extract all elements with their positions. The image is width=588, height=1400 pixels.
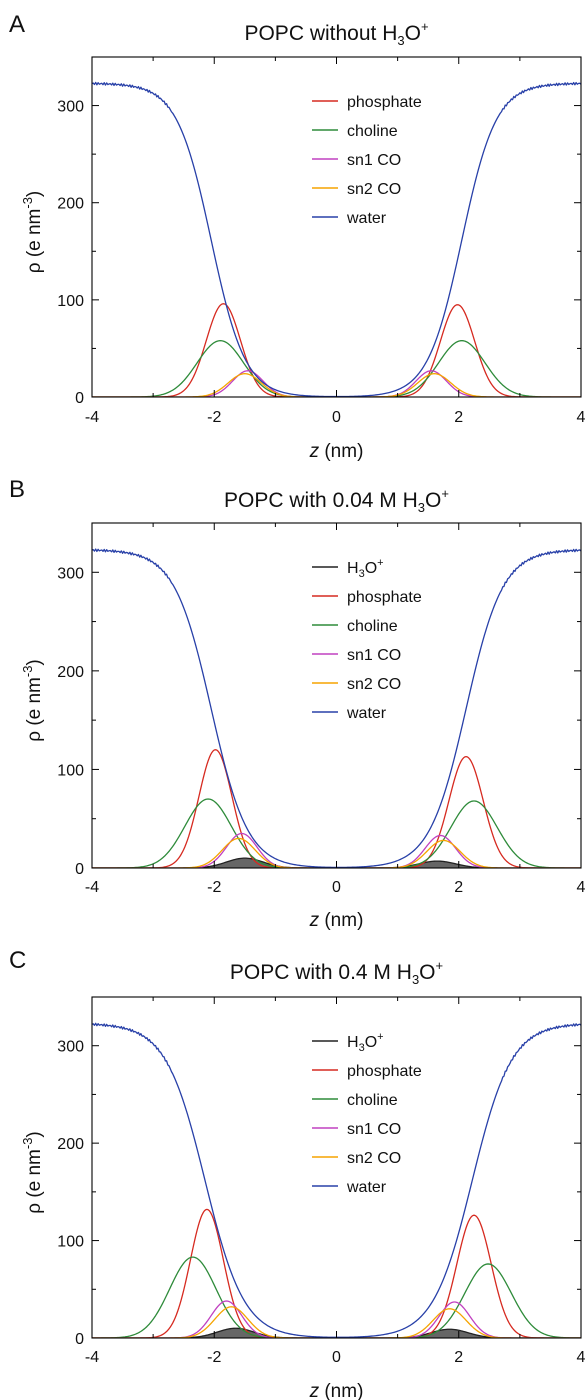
legend-label-phosphate: phosphate [347, 1063, 422, 1080]
y-tick-label: 100 [57, 762, 84, 779]
y-tick-label: 0 [75, 1331, 84, 1348]
series-line-choline [92, 340, 581, 397]
chart-title: POPC with 0.4 M H3O+ [230, 958, 443, 987]
legend-label-sn1: sn1 CO [347, 1121, 401, 1138]
y-axis-label: ρ (e nm-3) [20, 1131, 45, 1214]
x-tick-label: 0 [332, 409, 341, 426]
x-tick-label: 2 [454, 879, 463, 896]
series-line-water [92, 548, 581, 868]
legend: phosphate choline sn1 CO sn2 CO water [312, 94, 422, 227]
legend-label-sn2: sn2 CO [347, 181, 401, 198]
x-tick-label: 2 [454, 409, 463, 426]
y-tick-label: 200 [57, 664, 84, 681]
x-tick-label: -2 [207, 879, 221, 896]
legend-label-sn2: sn2 CO [347, 1150, 401, 1167]
legend-label-water: water [346, 210, 387, 227]
legend-label-sn1: sn1 CO [347, 152, 401, 169]
legend-label-h3o: H3O+ [347, 557, 384, 580]
legend-label-phosphate: phosphate [347, 589, 422, 606]
x-tick-label: 0 [332, 1349, 341, 1366]
series-line-phosphate [92, 1208, 581, 1338]
chart-title: POPC with 0.04 M H3O+ [224, 486, 449, 515]
panel-letter: A [9, 11, 25, 38]
y-tick-label: 300 [57, 565, 84, 582]
plot-frame [91, 56, 582, 398]
series-line-phosphate [92, 303, 581, 397]
legend: H3O+ phosphate choline sn1 CO sn2 CO water [312, 1031, 422, 1196]
y-tick-label: 0 [75, 861, 84, 878]
panel-letter: C [9, 947, 26, 974]
x-tick-label: -2 [207, 1349, 221, 1366]
panel-a: A POPC without H3O+ -4 -2 0 2 4 0 100 200 300 z (nm… [9, 11, 586, 462]
x-tick-label: -4 [85, 409, 99, 426]
panel-letter: B [9, 476, 25, 503]
y-tick-label: 200 [57, 196, 84, 213]
legend-label-choline: choline [347, 618, 398, 635]
x-tick-label: 0 [332, 879, 341, 896]
legend-label-sn1: sn1 CO [347, 647, 401, 664]
x-tick-label: 2 [454, 1349, 463, 1366]
series-group [92, 548, 581, 868]
x-tick-label: -4 [85, 879, 99, 896]
x-axis-label: z (nm) [309, 910, 364, 931]
series-line-phosphate [92, 749, 581, 868]
y-tick-label: 300 [57, 1039, 84, 1056]
x-tick-label: -4 [85, 1349, 99, 1366]
y-axis-label: ρ (e nm-3) [20, 191, 45, 274]
y-tick-label: 200 [57, 1136, 84, 1153]
panel-b: B POPC with 0.04 M H3O+ -4 -2 0 2 4 0 100 200 300 z… [9, 476, 586, 931]
x-tick-label: 4 [577, 1349, 586, 1366]
panel-c: C POPC with 0.4 M H3O+ -4 -2 0 2 4 0 100 200 300 z … [9, 947, 586, 1400]
y-tick-label: 300 [57, 99, 84, 116]
x-axis-label: z (nm) [309, 441, 364, 462]
legend-label-water: water [346, 705, 387, 722]
series-line-choline [92, 1256, 581, 1338]
x-tick-label: 4 [577, 879, 586, 896]
x-axis-label: z (nm) [309, 1381, 364, 1400]
legend-label-phosphate: phosphate [347, 94, 422, 111]
legend-label-h3o: H3O+ [347, 1031, 384, 1054]
x-tick-label: -2 [207, 409, 221, 426]
y-tick-label: 0 [75, 390, 84, 407]
y-tick-label: 100 [57, 293, 84, 310]
chart-title: POPC without H3O+ [244, 19, 428, 48]
x-tick-label: 4 [577, 409, 586, 426]
legend-label-sn2: sn2 CO [347, 676, 401, 693]
legend-label-choline: choline [347, 1092, 398, 1109]
legend: H3O+ phosphate choline sn1 CO sn2 CO water [312, 557, 422, 722]
series-line-choline [92, 798, 581, 868]
y-axis-label: ρ (e nm-3) [20, 659, 45, 742]
legend-label-choline: choline [347, 123, 398, 140]
legend-label-water: water [346, 1179, 387, 1196]
y-tick-label: 100 [57, 1234, 84, 1251]
